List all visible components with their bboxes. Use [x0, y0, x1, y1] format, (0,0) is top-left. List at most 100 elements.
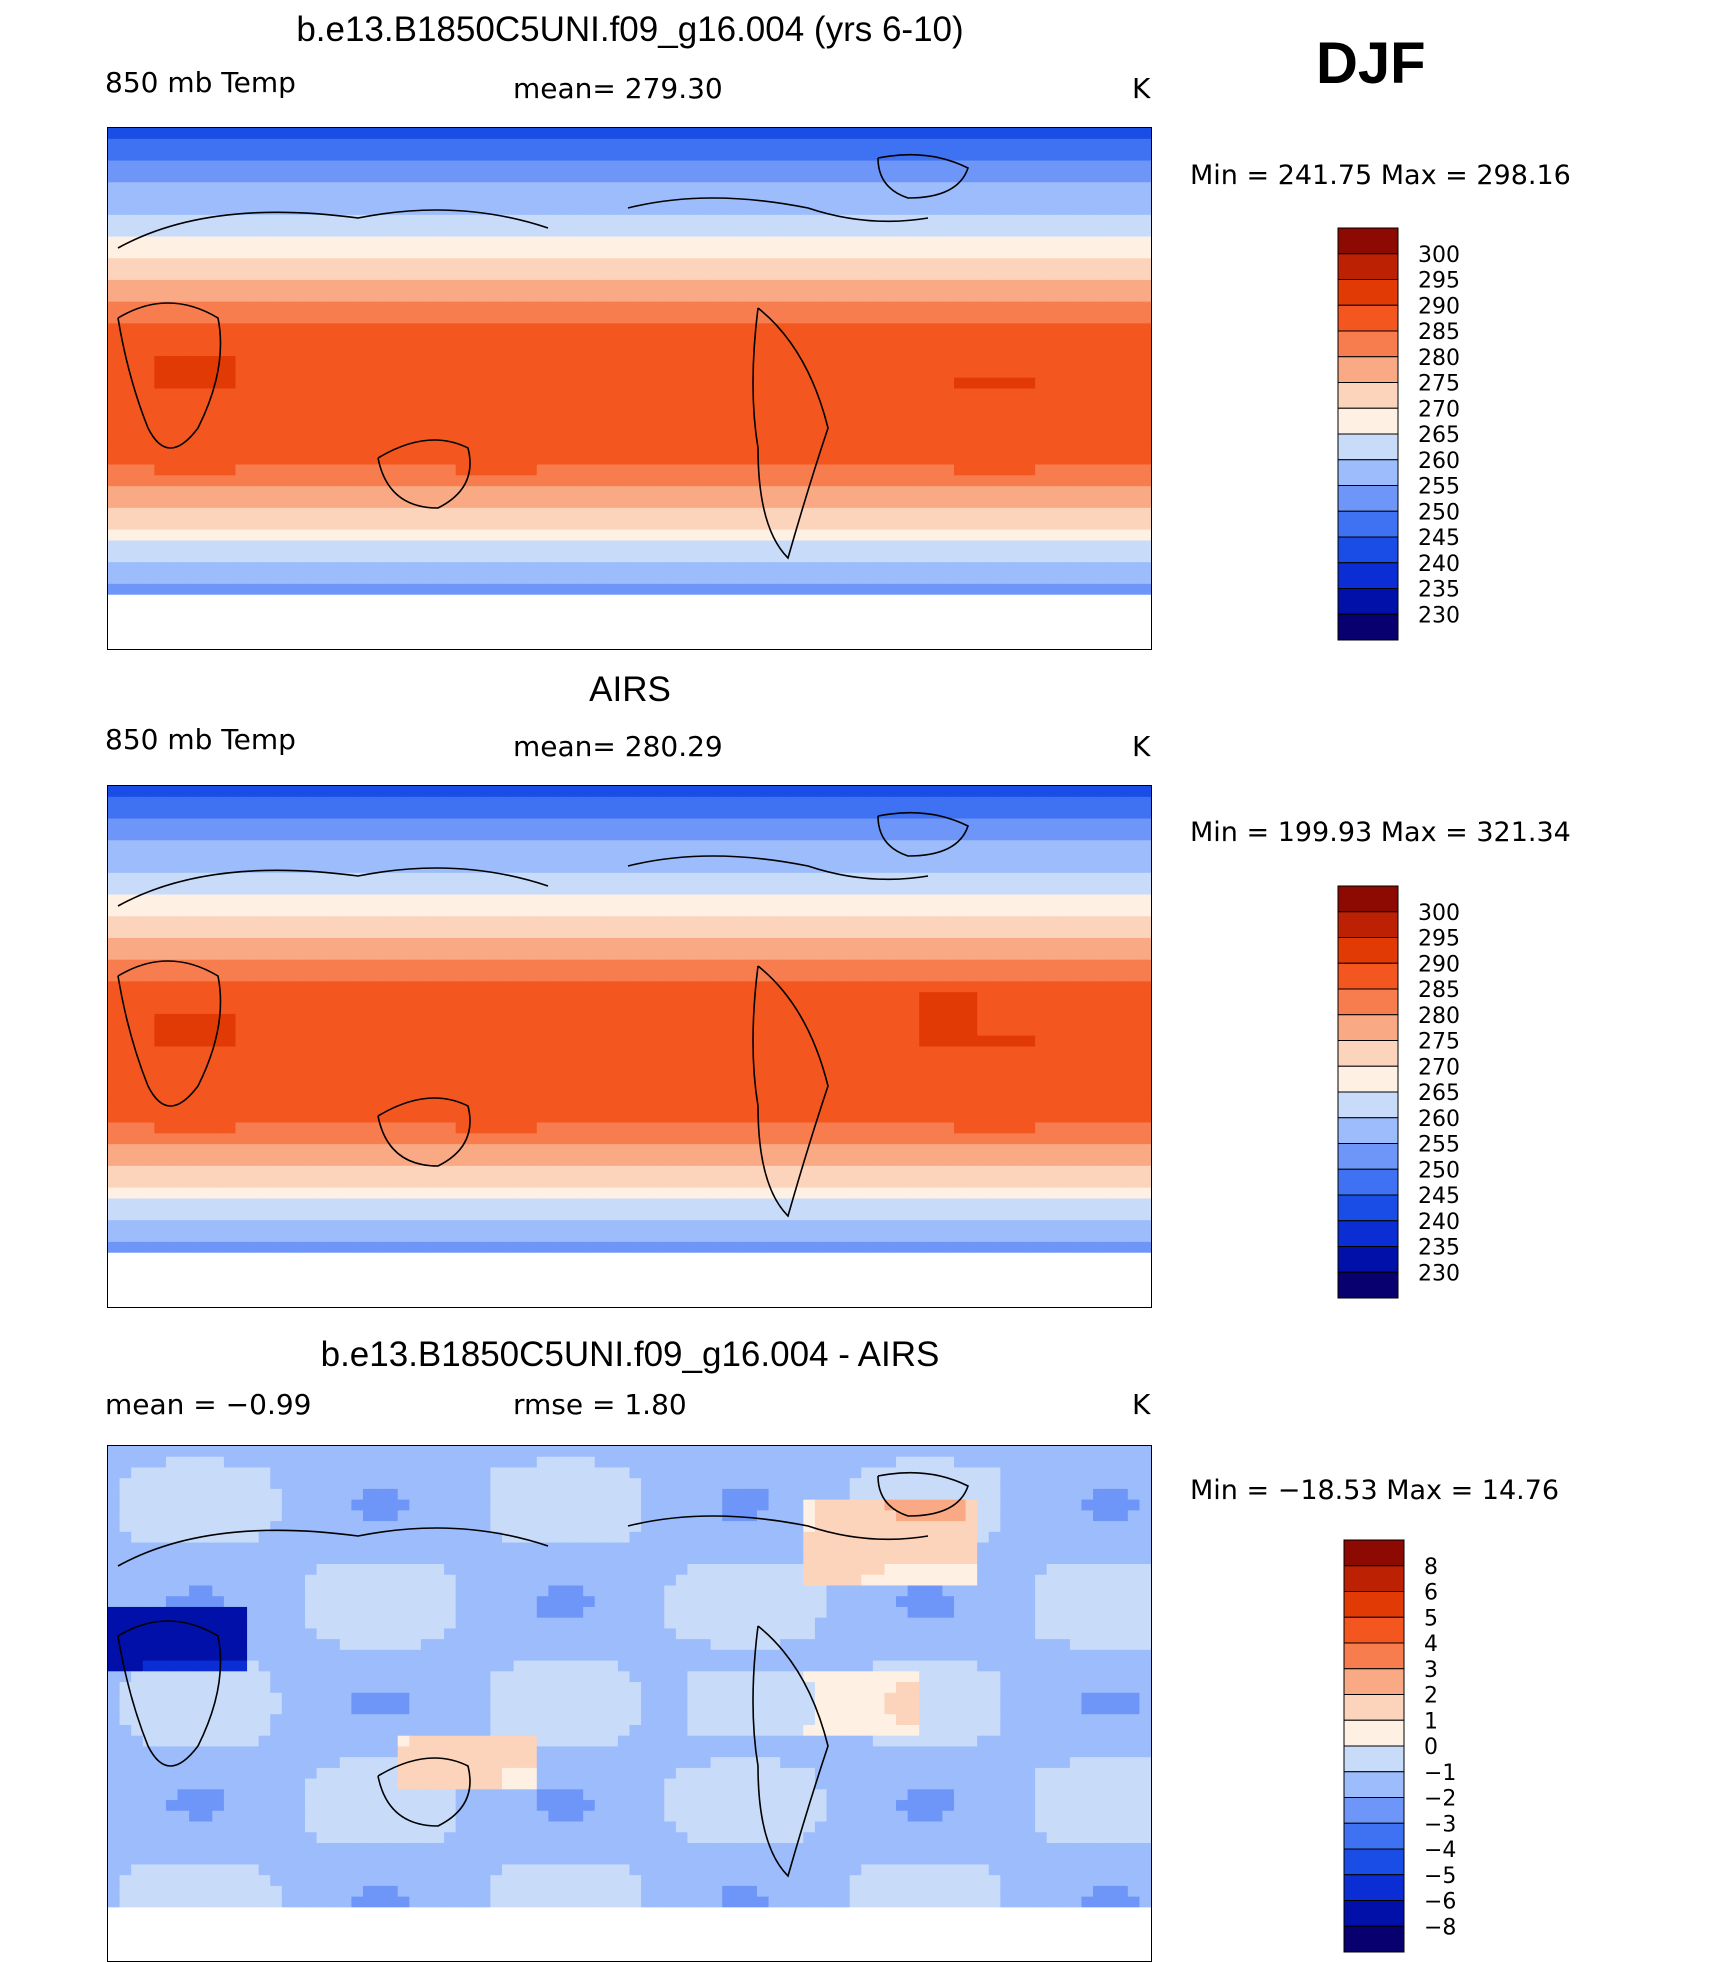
- colorbar-box: [1337, 304, 1399, 332]
- panel-1-colorbar-svg: 3002952902852802752702652602552502452402…: [1337, 227, 1460, 641]
- colorbar-tick-label: 2: [1424, 1684, 1438, 1709]
- colorbar-tick-label: 240: [1418, 1210, 1460, 1235]
- colorbar-box: [1343, 1925, 1405, 1953]
- colorbar-tick-label: 290: [1418, 952, 1460, 977]
- colorbar-tick-label: −6: [1424, 1890, 1456, 1915]
- colorbar-box: [1337, 510, 1399, 538]
- colorbar-tick-label: 270: [1418, 397, 1460, 422]
- panel-2-variable-label: 850 mb Temp: [105, 723, 296, 756]
- colorbar-box: [1343, 1797, 1405, 1824]
- panel-2-colorbar: 300 295 290 285 280 275 270 265 260 255 250 245 240 2…: [1337, 885, 1538, 1299]
- panel-1-minmax: Min = 241.75 Max = 298.16: [1190, 160, 1571, 191]
- colorbar-box: [1343, 1565, 1405, 1592]
- panel-1-units-label: K: [1132, 72, 1151, 105]
- colorbar-box: [1337, 227, 1399, 255]
- colorbar-tick-label: −1: [1424, 1761, 1456, 1786]
- colorbar-tick-label: 1: [1424, 1709, 1438, 1734]
- panel-2-colorbar-svg: 3002952902852802752702652602552502452402…: [1337, 885, 1460, 1299]
- coastlines: [117, 1471, 969, 1878]
- colorbar-tick-label: −2: [1424, 1787, 1456, 1812]
- colorbar-tick-label: 285: [1418, 978, 1460, 1003]
- colorbar-tick-label: 245: [1418, 526, 1460, 551]
- colorbar-tick-label: −4: [1424, 1838, 1456, 1863]
- colorbar-box: [1343, 1874, 1405, 1901]
- colorbar-tick-label: 0: [1424, 1735, 1438, 1760]
- colorbar-box: [1337, 1271, 1399, 1299]
- colorbar-tick-label: 260: [1418, 1107, 1460, 1132]
- colorbar-box: [1343, 1745, 1405, 1773]
- panel-2-map-svg: [108, 786, 1151, 1307]
- colorbar-tick-label: 275: [1418, 1030, 1460, 1055]
- panel-3-mean-label: mean = −0.99: [105, 1388, 312, 1421]
- colorbar-box: [1343, 1771, 1405, 1798]
- panel-3-rmse-label: rmse = 1.80: [513, 1388, 687, 1421]
- colorbar-box: [1337, 562, 1399, 589]
- colorbar-tick-label: 250: [1418, 1158, 1460, 1183]
- colorbar-box: [1343, 1719, 1405, 1747]
- colorbar-box: [1337, 1117, 1399, 1144]
- colorbar-box: [1343, 1642, 1405, 1670]
- panel-1-map-svg: [108, 128, 1151, 649]
- panel-1-map: [107, 127, 1152, 650]
- colorbar-box: [1337, 433, 1399, 461]
- colorbar-box: [1337, 330, 1399, 358]
- colorbar-tick-label: 255: [1418, 1133, 1460, 1158]
- colorbar-tick-label: 280: [1418, 1004, 1460, 1029]
- colorbar-tick-label: 290: [1418, 294, 1460, 319]
- colorbar-box: [1343, 1668, 1405, 1695]
- colorbar-box: [1337, 1040, 1399, 1067]
- colorbar-box: [1343, 1616, 1405, 1644]
- colorbar-tick-label: 230: [1418, 1261, 1460, 1286]
- colorbar-tick-label: 240: [1418, 552, 1460, 577]
- colorbar-box: [1343, 1694, 1405, 1721]
- colorbar-tick-label: 4: [1424, 1632, 1438, 1657]
- colorbar-tick-label: 230: [1418, 603, 1460, 628]
- panel-2-units-label: K: [1132, 730, 1151, 763]
- panel-1-variable-label: 850 mb Temp: [105, 66, 296, 99]
- panel-3-colorbar: 8 6 5 4 3 2 1 0 −1 −2 −3 −4 −5 −6 −8: [1343, 1539, 1544, 1953]
- colorbar-box: [1337, 356, 1399, 383]
- colorbar-tick-label: 6: [1424, 1581, 1438, 1606]
- colorbar-tick-label: 295: [1418, 927, 1460, 952]
- colorbar-box: [1337, 485, 1399, 512]
- colorbar-tick-label: 265: [1418, 423, 1460, 448]
- panel-1-title: b.e13.B1850C5UNI.f09_g16.004 (yrs 6-10): [296, 10, 964, 49]
- colorbar-box: [1337, 937, 1399, 964]
- coastlines: [117, 153, 969, 560]
- colorbar-tick-label: 270: [1418, 1055, 1460, 1080]
- colorbar-box: [1337, 1194, 1399, 1222]
- panel-3-units-label: K: [1132, 1388, 1151, 1421]
- colorbar-tick-label: 295: [1418, 269, 1460, 294]
- colorbar-tick-label: 260: [1418, 449, 1460, 474]
- season-label: DJF: [1316, 31, 1426, 96]
- colorbar-tick-label: 235: [1418, 1236, 1460, 1261]
- colorbar-box: [1337, 1014, 1399, 1041]
- colorbar-tick-label: 300: [1418, 243, 1460, 268]
- colorbar-tick-label: −5: [1424, 1864, 1456, 1889]
- colorbar-tick-label: −3: [1424, 1812, 1456, 1837]
- colorbar-tick-label: 280: [1418, 346, 1460, 371]
- colorbar-tick-label: 250: [1418, 500, 1460, 525]
- colorbar-tick-label: 3: [1424, 1658, 1438, 1683]
- panel-2-mean-label: mean= 280.29: [513, 730, 723, 763]
- panel-2-map: [107, 785, 1152, 1308]
- colorbar-box: [1337, 279, 1399, 306]
- panel-3-title: b.e13.B1850C5UNI.f09_g16.004 - AIRS: [320, 1335, 940, 1374]
- colorbar-box: [1343, 1900, 1405, 1927]
- colorbar-box: [1337, 1168, 1399, 1196]
- colorbar-box: [1337, 1065, 1399, 1093]
- panel-3-minmax: Min = −18.53 Max = 14.76: [1190, 1475, 1560, 1506]
- panel-2-minmax: Min = 199.93 Max = 321.34: [1190, 817, 1571, 848]
- coastlines: [117, 811, 969, 1218]
- panel-1-mean-label: mean= 279.30: [513, 72, 723, 105]
- colorbar-tick-label: 285: [1418, 320, 1460, 345]
- colorbar-box: [1337, 911, 1399, 938]
- colorbar-box: [1343, 1848, 1405, 1876]
- colorbar-tick-label: −8: [1424, 1915, 1456, 1940]
- colorbar-box: [1337, 1220, 1399, 1247]
- colorbar-tick-label: 300: [1418, 901, 1460, 926]
- panel-3-map: [107, 1445, 1152, 1962]
- colorbar-tick-label: 275: [1418, 372, 1460, 397]
- colorbar-box: [1337, 1143, 1399, 1170]
